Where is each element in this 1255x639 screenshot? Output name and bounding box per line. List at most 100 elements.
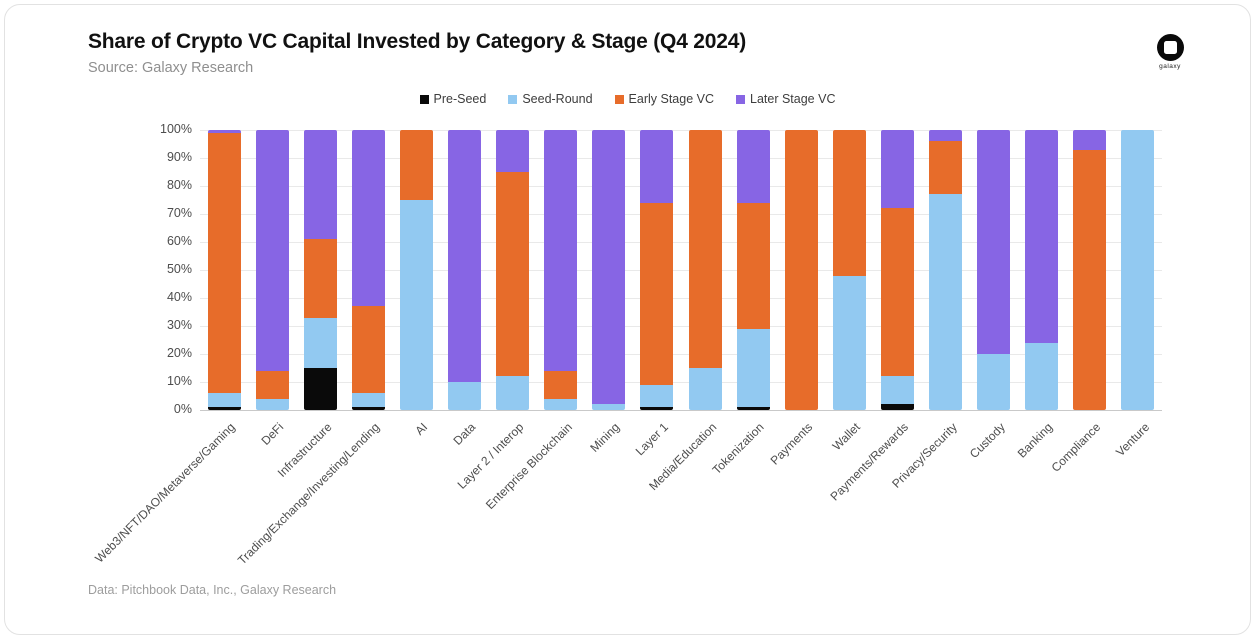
gridline-50: [200, 269, 1162, 271]
bar-payments: [784, 130, 818, 410]
segment-later-stage-vc: [496, 130, 530, 172]
legend-label: Seed-Round: [522, 92, 593, 106]
y-tick-label-90: 90%: [166, 150, 192, 164]
legend-label: Later Stage VC: [750, 92, 836, 106]
bar-web3-nft-dao-metaverse-gaming: [207, 130, 241, 410]
segment-later-stage-vc: [736, 130, 770, 203]
segment-later-stage-vc: [448, 130, 482, 382]
segment-pre-seed: [303, 367, 337, 410]
y-tick-label-10: 10%: [166, 374, 192, 388]
bar-defi: [255, 130, 289, 410]
segment-seed-round: [207, 393, 241, 408]
segment-seed-round: [255, 398, 289, 410]
segment-early-stage-vc: [832, 130, 866, 276]
galaxy-logo-icon: [1156, 34, 1184, 61]
bar-ai: [399, 130, 433, 410]
bar-venture: [1121, 130, 1155, 410]
segment-early-stage-vc: [736, 202, 770, 329]
y-tick-label-60: 60%: [166, 234, 192, 248]
segment-pre-seed: [351, 407, 385, 410]
bar-media-education: [688, 130, 722, 410]
chart-legend: Pre-Seed Seed-Round Early Stage VC Later St…: [0, 92, 1255, 106]
segment-seed-round: [688, 368, 722, 410]
segment-later-stage-vc: [207, 130, 241, 133]
segment-later-stage-vc: [640, 130, 674, 203]
legend-item-pre-seed: Pre-Seed: [419, 92, 487, 106]
segment-later-stage-vc: [1073, 130, 1107, 150]
y-tick-label-0: 0%: [173, 402, 192, 416]
gridline-70: [200, 213, 1162, 215]
bar-layer-1: [640, 130, 674, 410]
segment-later-stage-vc: [1025, 130, 1059, 343]
legend-label: Early Stage VC: [628, 92, 714, 106]
segment-early-stage-vc: [1073, 149, 1107, 410]
chart-title: Share of Crypto VC Capital Invested by C…: [88, 30, 747, 53]
legend-swatch-icon: [508, 94, 518, 104]
gridline-30: [200, 325, 1162, 327]
bar-banking: [1025, 130, 1059, 410]
y-tick-label-50: 50%: [166, 262, 192, 276]
segment-pre-seed: [736, 407, 770, 410]
legend-item-early-stage-vc: Early Stage VC: [614, 92, 714, 106]
gridline-40: [200, 297, 1162, 299]
plot-area: 0% 10% 20% 30% 40% 50% 60% 70% 80% 90% 100% Web3/NF…: [92, 122, 1162, 567]
y-tick-label-40: 40%: [166, 290, 192, 304]
legend-label: Pre-Seed: [433, 92, 487, 106]
gridline-80: [200, 185, 1162, 187]
bar-infrastructure: [303, 130, 337, 410]
segment-seed-round: [832, 275, 866, 410]
segment-pre-seed: [640, 407, 674, 410]
segment-early-stage-vc: [640, 202, 674, 385]
segment-early-stage-vc: [351, 306, 385, 394]
bar-mining: [592, 130, 626, 410]
segment-seed-round: [929, 194, 963, 410]
bar-trading-exchange-investing-lending: [351, 130, 385, 410]
segment-later-stage-vc: [255, 130, 289, 371]
segment-seed-round: [399, 200, 433, 410]
gridline-90: [200, 157, 1162, 159]
segment-early-stage-vc: [303, 239, 337, 318]
bar-custody: [977, 130, 1011, 410]
segment-later-stage-vc: [929, 130, 963, 142]
gridline-10: [200, 381, 1162, 383]
galaxy-logo: galaxy: [1150, 34, 1190, 70]
segment-seed-round: [1025, 342, 1059, 410]
legend-swatch-icon: [736, 94, 745, 104]
segment-early-stage-vc: [929, 141, 963, 195]
y-tick-label-20: 20%: [166, 346, 192, 360]
segment-later-stage-vc: [977, 130, 1011, 354]
segment-later-stage-vc: [592, 130, 626, 405]
bar-payments-rewards: [880, 130, 914, 410]
segment-seed-round: [544, 398, 578, 410]
gridline-60: [200, 241, 1162, 243]
segment-early-stage-vc: [784, 130, 818, 410]
segment-later-stage-vc: [544, 130, 578, 371]
segment-seed-round: [303, 317, 337, 368]
segment-early-stage-vc: [207, 132, 241, 394]
segment-later-stage-vc: [880, 130, 914, 209]
galaxy-logo-text: galaxy: [1159, 63, 1181, 70]
legend-item-later-stage-vc: Later Stage VC: [736, 92, 835, 106]
segment-seed-round: [448, 382, 482, 410]
segment-pre-seed: [207, 407, 241, 410]
bar-wallet: [832, 130, 866, 410]
bar-data: [448, 130, 482, 410]
segment-pre-seed: [880, 404, 914, 410]
bar-privacy-security: [929, 130, 963, 410]
data-credit: Data: Pitchbook Data, Inc., Galaxy Resea…: [88, 583, 337, 597]
segment-early-stage-vc: [399, 130, 433, 200]
segment-early-stage-vc: [255, 370, 289, 399]
segment-seed-round: [351, 393, 385, 408]
segment-early-stage-vc: [496, 172, 530, 377]
segment-later-stage-vc: [351, 130, 385, 307]
gridline-20: [200, 353, 1162, 355]
bar-compliance: [1073, 130, 1107, 410]
bar-layer-2-interop: [496, 130, 530, 410]
segment-seed-round: [880, 376, 914, 405]
legend-swatch-icon: [419, 94, 429, 104]
segment-seed-round: [496, 376, 530, 410]
bar-tokenization: [736, 130, 770, 410]
segment-early-stage-vc: [544, 370, 578, 399]
gridline-100: [200, 129, 1162, 131]
